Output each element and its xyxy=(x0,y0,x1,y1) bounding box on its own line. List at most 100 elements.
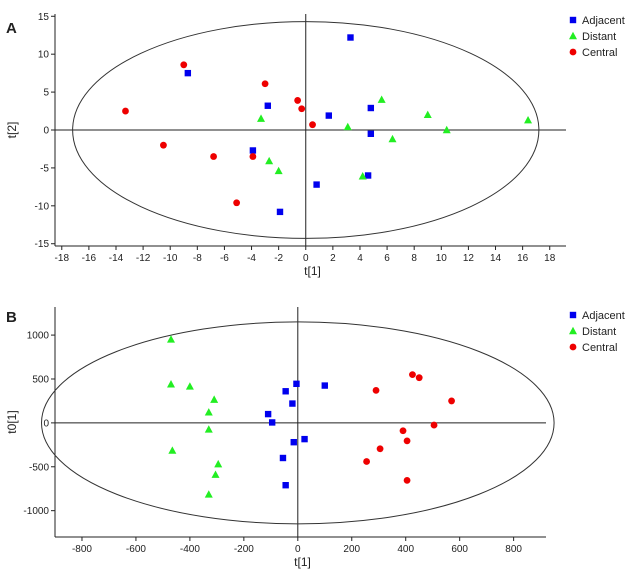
panel-b-y-tick-label: 500 xyxy=(32,374,49,385)
panel-a-y-tick-label: -15 xyxy=(35,239,50,250)
panel-a-adjacent-point xyxy=(313,181,320,188)
panel-b-central-point xyxy=(399,427,407,435)
panel-a-legend-central-label: Central xyxy=(582,47,617,59)
panel-b-legend-adjacent-label: Adjacent xyxy=(582,310,625,322)
panel-a-x-axis-title: t[1] xyxy=(304,264,321,278)
panel-b-y-axis-title: t0[1] xyxy=(5,410,19,433)
panel-a-central-point xyxy=(160,141,167,149)
panel-a-x-tick-label: -14 xyxy=(109,253,124,264)
panel-a-distant-point xyxy=(265,156,274,165)
panel-b-adjacent-point xyxy=(293,380,300,388)
panel-b-x-tick-label: -800 xyxy=(72,544,92,555)
panel-b-distant-point xyxy=(210,395,219,403)
panel-b-plot: B -800 -600 -400 -200 0 200 400 600 800 -1000 -500 0… xyxy=(5,307,625,569)
panel-b-x-tick-label: 600 xyxy=(451,544,468,555)
panel-a-x-tick-label: -6 xyxy=(220,253,229,264)
panel-b-adjacent-point xyxy=(264,410,272,418)
panel-a-distant-point xyxy=(274,166,283,175)
panel-a-central-point xyxy=(180,61,188,69)
panel-b-distant-point xyxy=(204,490,213,498)
panel-a-y-tick-label: 10 xyxy=(38,50,50,61)
panel-b-central-point xyxy=(415,374,423,382)
panel-a-adjacent-point xyxy=(264,102,272,109)
panel-a-distant-point xyxy=(524,115,533,124)
panel-a-distant-point xyxy=(423,110,432,119)
panel-a-y-tick-label: -5 xyxy=(40,163,49,174)
panel-a-distant-point xyxy=(377,95,386,103)
panel-a-adjacent-point xyxy=(325,112,332,119)
panel-a-y-tick-label: 5 xyxy=(43,88,49,99)
panel-b-distant-point xyxy=(211,470,220,478)
panel-a-adjacent-point xyxy=(367,104,375,112)
panel-a-y-tick-label: 15 xyxy=(38,12,50,23)
panel-a-distant-point xyxy=(388,134,397,143)
panel-b-central-point xyxy=(372,386,380,394)
panel-a-central-point xyxy=(294,97,302,104)
panel-a-distant-point xyxy=(343,122,352,131)
panel-b-x-tick-label: 0 xyxy=(295,544,301,555)
panel-a-adjacent-point xyxy=(367,130,375,137)
panel-a-central-point xyxy=(233,199,241,207)
panel-a-x-tick-label: 2 xyxy=(330,253,336,264)
panel-b-x-tick-label: -200 xyxy=(234,544,254,555)
panel-b-legend-central-label: Central xyxy=(582,342,617,354)
panel-a-x-tick-label: 18 xyxy=(544,253,556,264)
panel-a-x-tick-label: -10 xyxy=(163,253,178,264)
panel-b-adjacent-point xyxy=(279,454,287,462)
panel-b-letter: B xyxy=(6,309,17,326)
panel-b-central-point xyxy=(409,371,416,378)
panel-a-distant-point xyxy=(442,125,451,134)
panel-a-central-point xyxy=(210,153,217,160)
panel-a-x-tick-label: -8 xyxy=(193,253,202,264)
panel-a-adjacent-point xyxy=(249,147,257,154)
panel-b-x-tick-label: -400 xyxy=(180,544,200,555)
panel-b-confidence-ellipse xyxy=(41,321,555,525)
panel-a-x-tick-label: -16 xyxy=(82,253,97,264)
panel-a-plot: A -18 -16 -14 -12 -10 -8 -6 -4 -2 0 2 4 6 8 10 12 14 16 18 -… xyxy=(5,12,625,278)
panel-b-y-tick-label: -500 xyxy=(29,462,49,473)
panel-b-adjacent-point xyxy=(321,382,328,389)
panel-b-distant-point xyxy=(204,408,213,416)
panel-a-x-tick-label: 4 xyxy=(357,253,363,264)
panel-a-x-tick-label: -4 xyxy=(247,253,256,264)
panel-b-distant-point xyxy=(185,382,194,390)
panel-a-adjacent-point xyxy=(276,208,284,216)
panel-a-x-tick-label: 14 xyxy=(490,253,502,264)
panel-b-adjacent-point xyxy=(289,400,296,407)
panel-a-x-tick-label: 10 xyxy=(436,253,448,264)
panel-a-x-tick-label: 8 xyxy=(411,253,417,264)
panel-b-legend-distant-label: Distant xyxy=(582,326,616,338)
panel-b-y-tick-label: 1000 xyxy=(27,331,50,342)
panel-a-central-point xyxy=(309,121,316,129)
panel-a-adjacent-point xyxy=(184,69,192,77)
panel-a-adjacent-point xyxy=(364,172,372,179)
panel-a-y-axis-title: t[2] xyxy=(5,122,19,139)
panel-b-x-tick-label: 200 xyxy=(343,544,360,555)
panel-a-central-point xyxy=(261,80,269,88)
panel-b-central-point xyxy=(363,458,370,465)
panel-a-distant-point xyxy=(358,172,367,180)
panel-b-distant-point xyxy=(167,380,176,388)
panel-a-y-tick-label: 0 xyxy=(43,126,49,137)
panel-a-x-tick-label: 0 xyxy=(303,253,309,264)
panel-b-central-point xyxy=(403,437,411,445)
panel-b-x-axis-title: t[1] xyxy=(294,555,311,569)
panel-b-central-point xyxy=(430,421,438,429)
panel-a-x-tick-label: 16 xyxy=(517,253,529,264)
panel-a-legend-adjacent-label: Adjacent xyxy=(582,15,625,27)
panel-a-legend-distant-marker xyxy=(569,31,577,40)
panel-b-distant-point xyxy=(214,459,223,468)
panel-a-central-point xyxy=(122,107,129,115)
panel-a-central-point xyxy=(249,153,257,160)
panel-a-confidence-ellipse xyxy=(72,21,540,239)
panel-b-legend-central-marker xyxy=(569,343,577,351)
panel-a-y-tick-label: -10 xyxy=(35,201,50,212)
panel-b-x-tick-label: 400 xyxy=(397,544,414,555)
panel-a-adjacent-point xyxy=(347,34,354,41)
panel-a-x-tick-label: -2 xyxy=(274,253,283,264)
panel-b-adjacent-point xyxy=(268,419,276,426)
panel-b-central-point xyxy=(376,445,384,453)
panel-b-x-tick-label: 800 xyxy=(505,544,522,555)
panel-b-x-tick-label: -600 xyxy=(126,544,146,555)
